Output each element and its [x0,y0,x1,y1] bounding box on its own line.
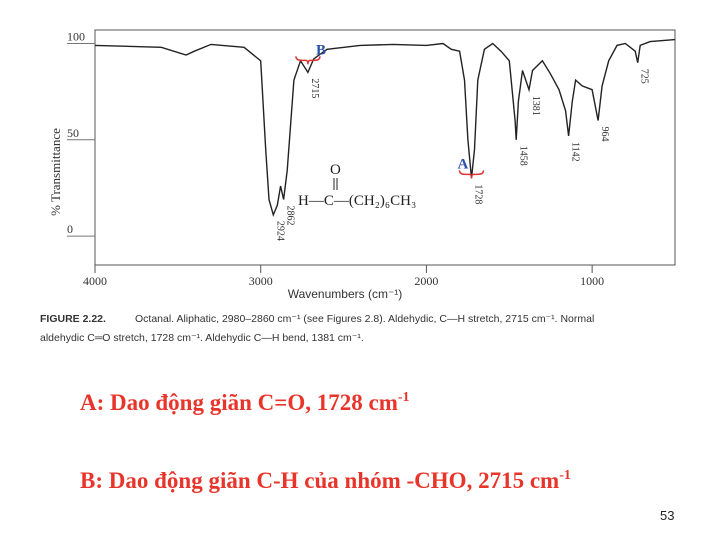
line-sup: -1 [559,468,571,483]
slide-line: B: Dao động giãn C-H của nhóm -CHO, 2715… [80,468,571,493]
peak-label: 1142 [570,142,581,162]
x-tick-label: 2000 [414,274,438,288]
plot-frame [94,29,676,266]
peak-label: 2924 [274,221,285,241]
x-tick-label: 3000 [249,274,273,288]
y-tick-label: 0 [67,222,73,236]
structure-o: O [330,162,341,178]
line-sup: -1 [398,390,410,405]
peak-label: 1458 [517,146,528,166]
slide-line: A: Dao động giãn C=O, 1728 cm-1 [80,390,410,415]
marker-label: A [458,156,469,172]
page-number: 53 [660,508,674,523]
caption-text: aldehydic C═O stretch, 1728 cm⁻¹. Aldehy… [40,332,364,344]
line-text: B: Dao động giãn C-H của nhóm -CHO, 2715… [80,468,559,493]
peak-label: 964 [599,127,610,142]
peak-label: 1728 [473,184,484,204]
y-axis-label: % Transmittance [48,128,63,216]
peak-label: 2715 [309,78,320,98]
x-axis-label: Wavenumbers (cm⁻¹) [288,287,403,301]
peak-label: 725 [639,69,650,84]
spectrum-line [94,38,676,218]
marker-label: B [316,42,326,58]
line-text: A: Dao động giãn C=O, 1728 cm [80,390,398,415]
structure-formula: H—C—(CH₂)₆CH₃ [298,193,416,209]
y-tick-label: 100 [67,29,85,43]
caption-text: Octanal. Aliphatic, 2980–2860 cm⁻¹ (see … [135,313,594,325]
y-tick-label: 50 [67,126,79,140]
peak-label: 2862 [285,206,296,226]
x-tick-label: 1000 [580,274,604,288]
peak-label: 1381 [530,96,541,116]
x-tick-label: 4000 [83,274,107,288]
caption-label: FIGURE 2.22. [40,313,106,325]
